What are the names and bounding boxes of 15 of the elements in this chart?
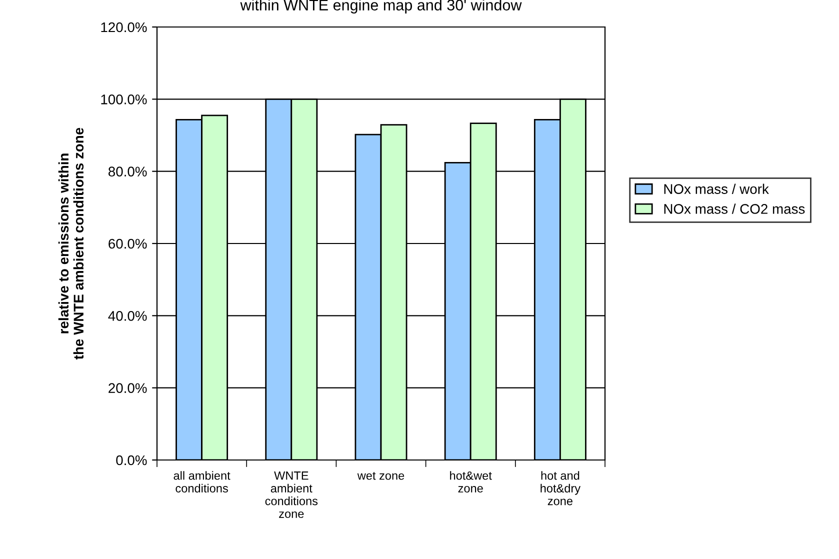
y-tick-label: 60.0%	[108, 238, 147, 249]
y-axis-title: relative to emissions within the WNTE ambient conditions zone	[58, 128, 84, 360]
x-tick-label: wet zone	[357, 472, 404, 480]
x-tick-label: hot and hot&dry zone	[540, 471, 581, 506]
x-tick-label: all ambient conditions	[174, 471, 230, 492]
y-tick-label: 100.0%	[101, 94, 147, 104]
y-tick-label: 80.0%	[108, 166, 147, 177]
legend-label: NOx mass / work	[664, 184, 769, 194]
x-tick-label: hot&wet zone	[450, 471, 492, 492]
legend-label: NOx mass / CO2 mass	[664, 204, 805, 214]
y-tick-label: 40.0%	[108, 311, 147, 321]
y-tick-label: 20.0%	[108, 383, 147, 394]
y-tick-label: 120.0%	[101, 22, 147, 32]
x-tick-label: WNTE ambient conditions zone	[265, 472, 318, 518]
y-tick-label: 0.0%	[116, 455, 147, 466]
